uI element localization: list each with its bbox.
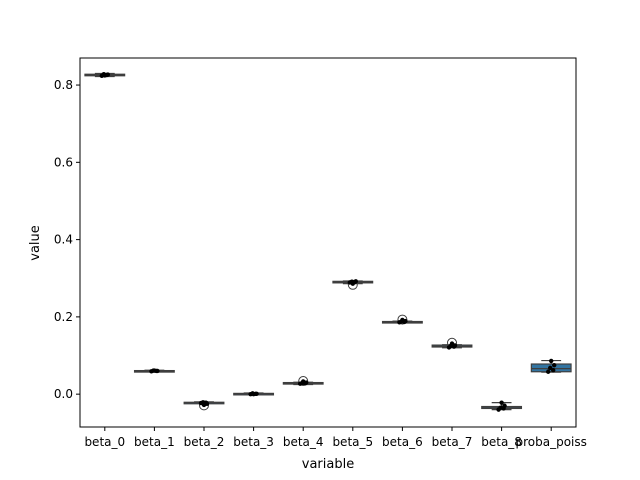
x-tick-label: proba_poiss	[515, 435, 586, 449]
data-point	[549, 358, 554, 364]
y-tick-label: 0.2	[54, 310, 73, 324]
x-axis-label: variable	[302, 457, 354, 472]
data-point	[201, 402, 207, 408]
data-point	[499, 400, 504, 405]
box-beta_2	[183, 400, 225, 411]
x-tick-label: beta_7	[432, 435, 473, 449]
data-point	[152, 368, 157, 373]
data-point	[251, 391, 256, 397]
data-point	[350, 281, 355, 286]
box-beta_5	[332, 279, 374, 290]
x-tick-label: beta_3	[233, 435, 274, 449]
box-beta_3	[233, 391, 275, 397]
x-tick-label: beta_5	[332, 435, 373, 449]
y-tick-label: 0.0	[54, 387, 73, 401]
y-tick-label: 0.8	[54, 78, 73, 92]
y-axis: 0.0 0.2 0.4 0.6 0.8	[54, 78, 80, 401]
data-point	[548, 365, 553, 371]
data-point	[546, 369, 551, 374]
box-proba_poiss	[530, 358, 572, 374]
box-beta_0	[84, 72, 126, 78]
x-tick-label: beta_6	[382, 435, 423, 449]
x-tick-label: beta_4	[283, 435, 324, 449]
axes-frame	[79, 57, 577, 428]
data-point	[449, 341, 455, 346]
data-point	[353, 279, 358, 284]
x-tick-label: beta_1	[134, 435, 175, 449]
box-beta_1	[133, 368, 175, 374]
box-beta_8	[481, 400, 523, 412]
y-tick-label: 0.6	[54, 155, 73, 169]
plot-area	[84, 72, 572, 412]
data-point	[552, 362, 557, 368]
y-axis-label: value	[28, 225, 43, 261]
y-tick-label: 0.4	[54, 233, 73, 247]
data-point	[400, 317, 405, 323]
data-point	[551, 368, 556, 373]
data-point	[102, 73, 108, 78]
box-beta_7	[431, 337, 473, 350]
box-beta_6	[381, 314, 423, 325]
box-beta_4	[282, 376, 324, 387]
data-point	[301, 379, 306, 384]
x-tick-label: beta_8	[481, 435, 522, 449]
x-axis: beta_0 beta_1 beta_2 beta_3 beta_4 beta_5 beta…	[84, 427, 587, 449]
data-point	[502, 403, 507, 408]
x-tick-label: beta_2	[184, 435, 225, 449]
x-tick-label: beta_0	[84, 435, 125, 449]
data-point	[498, 405, 503, 410]
